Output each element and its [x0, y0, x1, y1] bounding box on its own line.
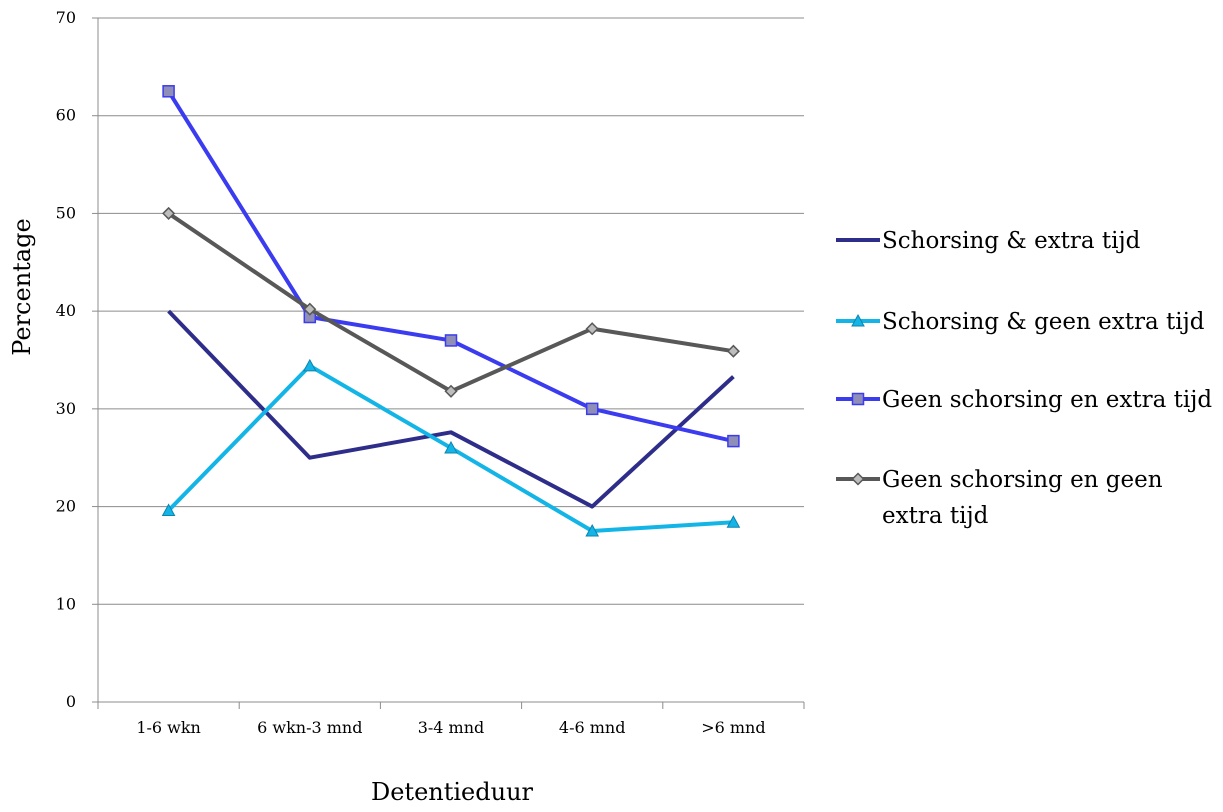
series-2	[162, 85, 740, 448]
legend-label-1: Schorsing & geen extra tijd	[882, 309, 1205, 335]
series-2-point-4	[727, 434, 740, 448]
legend-label-2: Geen schorsing en extra tijd	[882, 387, 1212, 413]
series-1	[161, 358, 741, 537]
legend-marker-2	[851, 392, 865, 406]
y-tick-label-40: 40	[56, 301, 76, 320]
axes	[97, 18, 804, 703]
y-tick-label-50: 50	[56, 203, 76, 222]
legend: Schorsing & extra tijd Schorsing & geen e…	[836, 228, 1212, 529]
series-0	[167, 309, 735, 509]
y-tick-label-0: 0	[66, 692, 76, 711]
series-2-point-0	[162, 85, 175, 98]
series-3-point-2	[444, 384, 458, 398]
series-1-point-3	[585, 523, 600, 537]
series-1-point-2	[444, 440, 458, 454]
legend-item-3: Geen schorsing en geen extra tijd	[836, 467, 1163, 529]
series-3-point-1	[303, 302, 317, 316]
series-3-point-4	[726, 344, 740, 358]
series-1-point-1	[302, 358, 317, 372]
y-tick-label-30: 30	[56, 399, 76, 418]
y-tick-label-60: 60	[56, 106, 76, 125]
legend-item-2: Geen schorsing en extra tijd	[836, 387, 1212, 413]
x-tick-label-0: 1-6 wkn	[136, 718, 201, 737]
y-axis-title: Percentage	[8, 218, 36, 355]
series-3-point-0	[162, 206, 176, 220]
y-tick-label-20: 20	[56, 497, 76, 516]
series-2-point-3	[585, 402, 599, 416]
series-line-3	[167, 211, 734, 394]
y-axis-ticks: 0 10 20 30 40 50 60 70	[56, 8, 98, 711]
legend-label-3-line2: extra tijd	[882, 503, 989, 529]
series-3-point-3	[585, 322, 599, 336]
series-layer	[161, 85, 741, 537]
legend-marker-1	[851, 313, 865, 327]
y-tick-label-10: 10	[56, 594, 76, 613]
legend-item-1: Schorsing & geen extra tijd	[836, 309, 1205, 335]
legend-item-0: Schorsing & extra tijd	[836, 228, 1141, 254]
series-3	[162, 206, 740, 398]
legend-label-0: Schorsing & extra tijd	[882, 228, 1141, 254]
x-axis-title: Detentieduur	[371, 778, 534, 806]
series-2-point-2	[444, 334, 458, 347]
x-axis-ticks: 1-6 wkn 6 wkn-3 mnd 3-4 mnd 4-6 mnd >6 mnd	[97, 702, 805, 737]
gridlines	[98, 17, 804, 605]
series-1-point-0	[161, 503, 176, 516]
legend-marker-3	[851, 472, 865, 486]
legend-label-3: Geen schorsing en geen	[882, 467, 1163, 493]
x-tick-label-1: 6 wkn-3 mnd	[257, 718, 362, 737]
x-tick-label-3: 4-6 mnd	[559, 718, 626, 737]
x-tick-label-2: 3-4 mnd	[418, 718, 485, 737]
x-tick-label-4: >6 mnd	[701, 718, 765, 737]
series-1-point-4	[726, 515, 741, 528]
y-tick-label-70: 70	[56, 8, 76, 27]
